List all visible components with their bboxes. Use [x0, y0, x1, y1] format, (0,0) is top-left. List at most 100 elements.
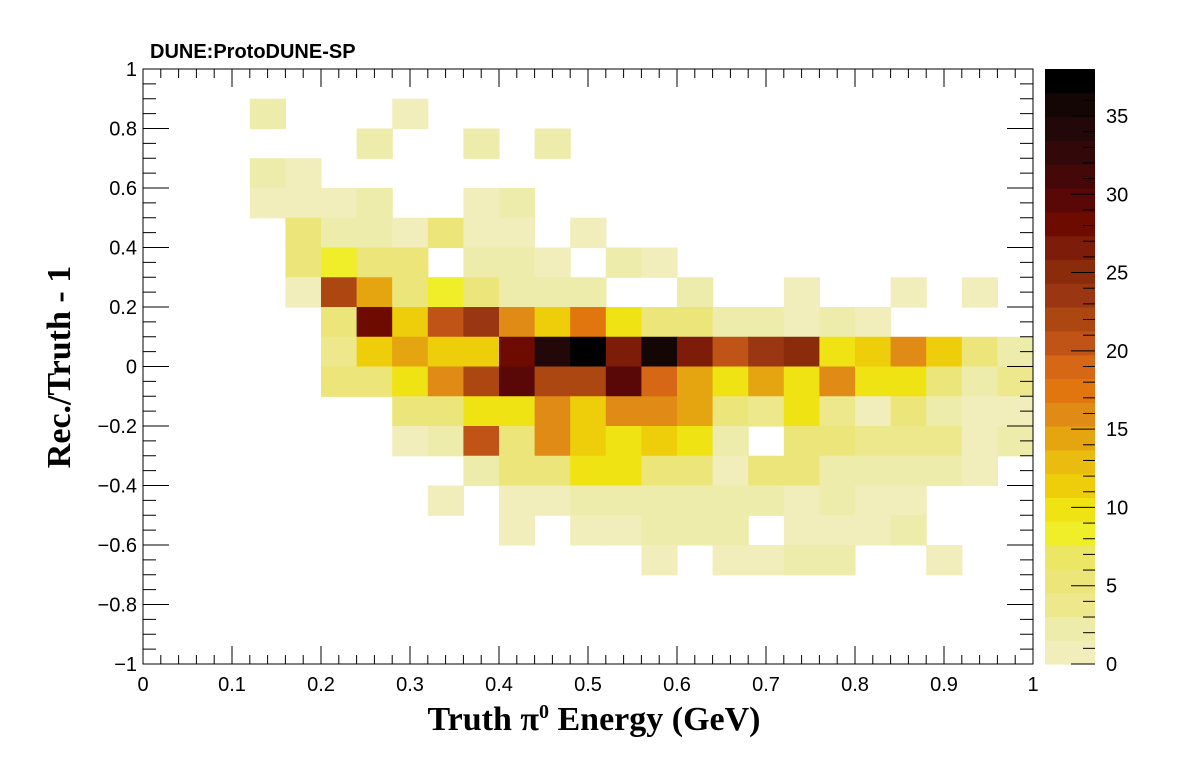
- heatmap-cell: [356, 247, 393, 278]
- heatmap-cell: [499, 455, 536, 487]
- heatmap-cell: [890, 426, 927, 457]
- heatmap-cell: [463, 307, 500, 338]
- heatmap-cell: [534, 485, 571, 516]
- heatmap-cell: [748, 366, 785, 397]
- color-scale-bin: [1045, 616, 1095, 641]
- heatmap-cell: [499, 396, 536, 427]
- heatmap-cell: [392, 98, 429, 130]
- heatmap-cell: [570, 485, 607, 516]
- heatmap-cell: [890, 455, 927, 487]
- heatmap-cell: [641, 336, 678, 368]
- heatmap-cell: [427, 336, 464, 368]
- heatmap-cell: [285, 158, 322, 189]
- heatmap-cell: [463, 455, 500, 487]
- heatmap-cell: [783, 426, 820, 457]
- heatmap-cell: [249, 158, 286, 189]
- heatmap-cell: [641, 396, 678, 427]
- heatmap-cell: [463, 188, 500, 219]
- heatmap-cell: [819, 336, 856, 368]
- heatmap-cell: [641, 545, 678, 576]
- y-tick-label: −0.6: [98, 535, 137, 557]
- color-scale-bin: [1045, 449, 1095, 475]
- x-tick-label: 0.7: [752, 674, 780, 696]
- heatmap-cell: [961, 396, 998, 427]
- color-scale-bin: [1045, 116, 1095, 141]
- heatmap-cell: [534, 366, 571, 397]
- heatmap-cell: [641, 426, 678, 457]
- heatmap-cell: [463, 336, 500, 368]
- z-tick-label: 5: [1106, 576, 1117, 598]
- heatmap-cell: [890, 396, 927, 427]
- heatmap-cell: [321, 188, 358, 219]
- z-tick-label: 0: [1106, 654, 1117, 676]
- heatmap-cell: [712, 545, 749, 576]
- heatmap-cell: [961, 336, 998, 368]
- color-scale-bin: [1045, 640, 1095, 665]
- heatmap-cell: [712, 307, 749, 338]
- x-tick-label: 0.8: [841, 674, 869, 696]
- color-scale-bin: [1045, 235, 1095, 260]
- color-scale-bin: [1045, 140, 1095, 165]
- heatmap-cell: [677, 485, 714, 516]
- heatmap-cell: [677, 515, 714, 546]
- heatmap-cell: [783, 545, 820, 576]
- color-scale: 0 5 10 15 20 25 30 35: [1045, 69, 1128, 676]
- heatmap-cell: [534, 426, 571, 457]
- heatmap-cell: [712, 396, 749, 427]
- heatmap-cell: [677, 426, 714, 457]
- heatmap-cell: [605, 485, 642, 516]
- heatmap-cell: [463, 366, 500, 397]
- heatmap-cell: [427, 307, 464, 338]
- heatmap-cell: [499, 515, 536, 546]
- heatmap-cell: [677, 455, 714, 487]
- heatmap-cell: [534, 336, 571, 368]
- heatmap-cell: [285, 217, 322, 249]
- z-tick-label: 10: [1106, 497, 1128, 519]
- heatmap-cell: [819, 485, 856, 516]
- z-tick-label: 15: [1106, 419, 1128, 441]
- heatmap-cell: [392, 396, 429, 427]
- heatmap-cell: [855, 336, 892, 368]
- heatmap-cell: [570, 366, 607, 397]
- heatmap-cell: [641, 247, 678, 278]
- color-scale-bin: [1045, 402, 1095, 427]
- heatmap-cell: [285, 277, 322, 308]
- heatmap-cell: [783, 396, 820, 427]
- heatmap-cell: [392, 426, 429, 457]
- heatmap-cell: [534, 277, 571, 308]
- heatmap-cell: [890, 366, 927, 397]
- heatmap-cell: [641, 455, 678, 487]
- z-tick-label: 35: [1106, 106, 1128, 128]
- y-tick-label: 0.8: [109, 119, 137, 141]
- heatmap-cell: [748, 455, 785, 487]
- heatmap-cell: [783, 277, 820, 308]
- heatmap-cell: [677, 307, 714, 338]
- heatmap-cell: [321, 277, 358, 308]
- heatmap-cell: [285, 247, 322, 278]
- heatmap-cell: [855, 515, 892, 546]
- heatmap-cell: [926, 336, 963, 368]
- heatmap-cell: [855, 455, 892, 487]
- experiment-label: DUNE:ProtoDUNE-SP: [150, 41, 356, 63]
- heatmap-cell: [321, 336, 358, 368]
- heatmap-cell: [605, 247, 642, 278]
- color-scale-bin: [1045, 545, 1095, 570]
- heatmap-cell: [855, 366, 892, 397]
- heatmap-cell: [570, 396, 607, 427]
- x-tick-label: 1: [1027, 674, 1038, 696]
- heatmap-cell: [819, 515, 856, 546]
- heatmap-cell: [819, 307, 856, 338]
- heatmap-cell: [641, 485, 678, 516]
- heatmap-cell: [712, 515, 749, 546]
- heatmap-cell: [463, 128, 500, 159]
- heatmap-cell: [605, 336, 642, 368]
- heatmap-cell: [570, 336, 607, 368]
- y-tick-label: −0.8: [98, 595, 137, 617]
- x-tick-label: 0.4: [485, 674, 513, 696]
- heatmap-cell: [677, 277, 714, 308]
- heatmap-cell: [427, 366, 464, 397]
- heatmap-cell: [427, 485, 464, 516]
- heatmap-cell: [534, 247, 571, 278]
- heatmap-cell: [783, 366, 820, 397]
